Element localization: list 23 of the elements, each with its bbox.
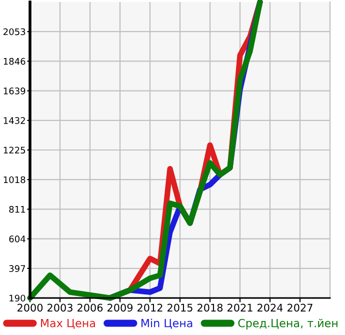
x-tick-label: 2027 (288, 304, 312, 312)
x-tick-label: 2003 (48, 304, 72, 312)
x-tick-label: 2009 (108, 304, 133, 312)
x-tick-label: 2021 (228, 304, 252, 312)
legend-label: Сред.Цена, т.йен (238, 318, 338, 330)
y-tick-label: 1225 (4, 146, 26, 154)
y-tick-label: 1018 (4, 176, 26, 184)
y-tick-label: 1432 (4, 117, 25, 124)
y-tick-label: 811 (9, 206, 25, 213)
x-tick-label: 2018 (198, 304, 223, 312)
x-tick-label: 2012 (138, 304, 162, 312)
y-tick-label: 190 (10, 294, 26, 302)
x-tick-label: 2000 (18, 304, 43, 312)
legend-label: Min Цена (141, 318, 192, 329)
x-tick-label: 2015 (168, 304, 192, 312)
y-tick-label: 397 (9, 265, 26, 272)
x-tick-label: 2024 (258, 304, 283, 312)
x-tick-label: 2006 (78, 304, 103, 312)
y-tick-label: 1846 (4, 58, 26, 65)
legend-label: Max Цена (41, 319, 95, 329)
y-tick-label: 2053 (4, 28, 26, 36)
y-tick-label: 1639 (4, 88, 26, 94)
y-tick-label: 604 (9, 236, 26, 242)
